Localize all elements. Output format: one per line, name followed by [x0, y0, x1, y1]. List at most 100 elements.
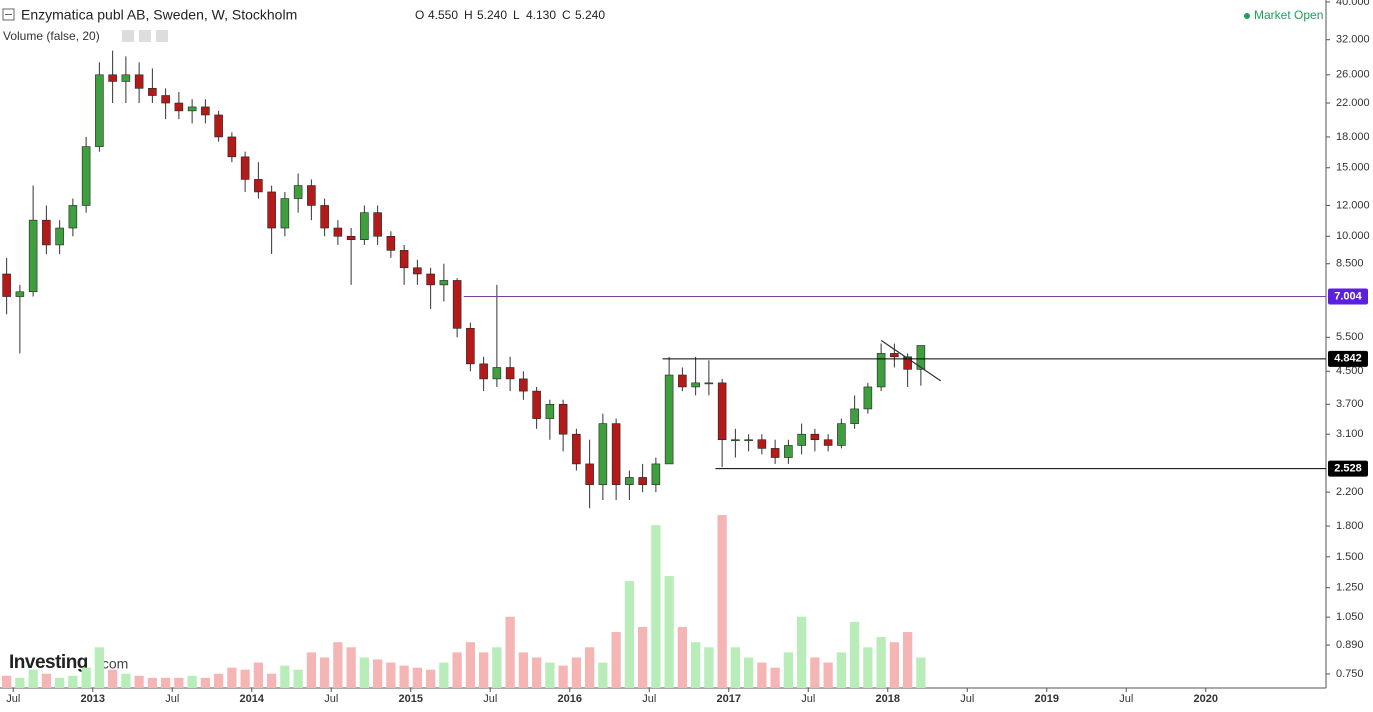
volume-bar: [571, 657, 582, 688]
volume-bar: [810, 657, 820, 688]
symbol-title: Enzymatica publ AB, Sweden, W, Stockholm: [21, 7, 297, 23]
ohlc-value: 4.130: [526, 8, 556, 22]
y-tick-label: 5.500: [1336, 331, 1364, 343]
y-tick-label: 26.000: [1336, 69, 1370, 81]
volume-bar: [200, 677, 211, 688]
y-tick-label: 12.000: [1336, 199, 1370, 211]
hide-icon[interactable]: [139, 30, 151, 42]
candle-body: [558, 403, 568, 435]
indicator-label: Volume (false, 20): [3, 29, 100, 43]
settings-icon[interactable]: [122, 30, 134, 42]
candle-body: [572, 433, 581, 465]
volume-bar: [227, 667, 237, 688]
x-tick-label: Jul: [642, 693, 656, 705]
volume-bar: [333, 642, 343, 688]
collapse-icon[interactable]: [2, 8, 15, 21]
volume-bar: [783, 652, 794, 688]
volume-bar: [1, 675, 12, 688]
volume-bar: [902, 632, 913, 688]
volume-bar: [465, 642, 476, 688]
volume-bar: [386, 662, 396, 688]
volume-bar: [266, 673, 277, 688]
y-tick-label: 4.500: [1336, 365, 1364, 377]
volume-bar: [280, 665, 290, 688]
volume-bar: [863, 647, 873, 688]
y-tick-label: 0.890: [1336, 639, 1364, 651]
volume-bar: [54, 677, 65, 688]
candle-body: [505, 367, 515, 380]
volume-bar: [889, 642, 900, 688]
candle-body: [28, 219, 38, 293]
y-tick-label: 8.500: [1336, 258, 1364, 270]
candle-body: [108, 74, 117, 82]
volume-bar: [107, 669, 118, 688]
y-tick-label: 10.000: [1336, 230, 1370, 242]
candle-body: [254, 179, 263, 193]
volume-bar: [41, 673, 52, 688]
volume-bar: [492, 647, 502, 688]
candle-body: [240, 156, 250, 180]
candle-body: [320, 205, 329, 229]
y-tick-label: 15.000: [1336, 162, 1370, 174]
ohlc-value: 4.550: [428, 8, 458, 22]
candle-body: [519, 378, 528, 392]
candle-body: [227, 136, 237, 158]
volume-bar: [359, 657, 370, 688]
y-tick-label: 40.000: [1336, 0, 1370, 8]
volume-bar: [598, 662, 608, 688]
volume-bar: [121, 673, 131, 688]
remove-icon[interactable]: [156, 30, 168, 42]
x-tick-label: 2014: [240, 693, 265, 705]
candle-body: [161, 95, 170, 104]
candle-body: [148, 88, 157, 96]
candle-body: [784, 445, 793, 458]
candle-body: [267, 191, 276, 229]
candle-body: [439, 280, 449, 286]
y-tick-label: 32.000: [1336, 34, 1370, 46]
volume-bar: [81, 667, 91, 688]
candle-body: [413, 267, 422, 275]
candle-body: [452, 280, 462, 329]
volume-bar: [439, 662, 449, 688]
ohlc-name: H: [464, 8, 473, 22]
volume-bar: [213, 673, 224, 688]
logo-suffix: .com: [98, 656, 128, 672]
candle-body: [492, 367, 502, 380]
candle-body: [678, 374, 687, 388]
candle-body: [426, 273, 435, 286]
x-tick-label: 2020: [1194, 693, 1218, 705]
candle-body: [466, 328, 475, 365]
candle-body: [187, 106, 197, 112]
volume-bar: [134, 675, 144, 688]
volume-bar: [796, 616, 807, 688]
candle-body: [651, 463, 661, 485]
candle-body: [823, 439, 833, 446]
candle-body: [731, 439, 740, 442]
x-tick-label: Jul: [165, 693, 179, 705]
candle-body: [214, 114, 223, 138]
candle-body: [625, 477, 634, 485]
x-tick-label: Jul: [801, 693, 815, 705]
volume-bar: [253, 662, 264, 688]
volume-bar: [319, 657, 330, 688]
candle-body: [399, 250, 409, 269]
volume-bar: [452, 652, 462, 688]
volume-bar: [518, 652, 529, 688]
volume-bar: [770, 667, 780, 688]
candle-body: [890, 353, 899, 358]
volume-bar: [637, 626, 648, 688]
candle-body: [638, 477, 647, 485]
logo: Investing: [9, 652, 88, 673]
y-tick-label: 18.000: [1336, 131, 1370, 143]
price-tag: [1328, 288, 1368, 305]
volume-bar: [757, 662, 767, 688]
volume-bar: [346, 647, 356, 688]
volume-bar: [584, 647, 595, 688]
volume-bar: [531, 657, 542, 688]
price-tag: [1328, 460, 1368, 477]
volume-bar: [545, 662, 555, 688]
volume-bar: [664, 576, 674, 688]
candle-body: [545, 403, 555, 419]
candle-body: [744, 439, 753, 442]
